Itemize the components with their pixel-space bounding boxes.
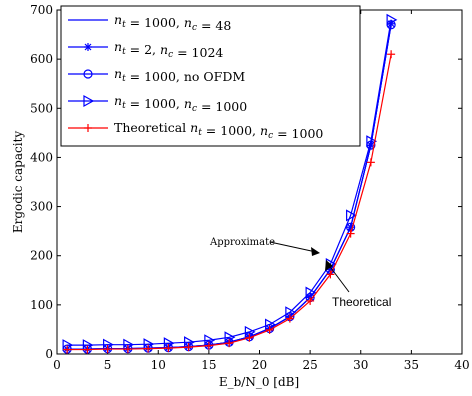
data-point	[285, 314, 294, 323]
legend-box	[60, 5, 361, 147]
data-point	[346, 229, 355, 238]
legend-entry: nt = 1000, nc = 48n_t = 1000, n_c = 48	[68, 12, 231, 33]
legend-marker	[84, 124, 92, 132]
data-point	[366, 158, 375, 167]
data-point	[387, 50, 396, 59]
y-tick-label: 400	[30, 150, 53, 164]
data-point	[225, 339, 234, 348]
annotation-theoretical: Theoretical	[325, 260, 391, 309]
data-point	[184, 343, 193, 352]
legend-marker	[84, 43, 92, 51]
data-point	[346, 209, 357, 222]
legend-label: Theoretical nt = 1000, nc = 1000Theoreti…	[114, 120, 323, 141]
x-tick-label: 20	[252, 358, 267, 372]
x-tick-label: 30	[353, 358, 368, 372]
series-line	[67, 19, 392, 346]
y-axis-label: Ergodic capacity	[11, 131, 25, 234]
data-point	[265, 325, 274, 334]
y-tick-label: 300	[30, 200, 53, 214]
x-tick-label: 35	[404, 358, 419, 372]
data-point	[306, 296, 315, 305]
y-tick-label: 700	[30, 3, 53, 17]
x-tick-label: 40	[454, 358, 469, 372]
data-point	[144, 344, 153, 353]
series-layer	[62, 13, 398, 354]
annotation-approximate-arrow	[269, 241, 317, 253]
x-tick-label: 15	[201, 358, 216, 372]
legend-marker	[83, 69, 93, 79]
x-tick-label: 5	[104, 358, 112, 372]
y-tick-label: 500	[30, 101, 53, 115]
legend-entry: Theoretical nt = 1000, nc = 1000Theoreti…	[68, 120, 323, 141]
y-tick-label: 0	[45, 347, 53, 361]
x-tick-label: 25	[302, 358, 317, 372]
y-tick-label: 100	[30, 298, 53, 312]
annotation-theoretical-label: Theoretical	[332, 295, 391, 309]
data-point	[83, 345, 92, 354]
data-point	[326, 270, 335, 279]
data-point	[103, 345, 112, 354]
annotation-approximate-label: Approximate	[209, 237, 275, 248]
legend-marker	[83, 94, 95, 108]
data-point	[164, 344, 173, 353]
annotation-theoretical-arrow	[327, 263, 350, 293]
annotation-theoretical-arrowhead	[325, 260, 333, 271]
annotation-approximate-arrowhead	[311, 247, 320, 256]
x-axis-label: E_b/N_0 [dB]	[219, 375, 299, 389]
data-point	[245, 333, 254, 342]
x-tick-label: 0	[53, 358, 61, 372]
annotation-approximate: Approximate	[209, 237, 320, 256]
legend-label: nt = 1000, nc = 1000n_t = 1000, n_c = 10…	[114, 93, 247, 114]
data-point	[305, 286, 317, 299]
data-point	[123, 345, 132, 354]
data-point	[63, 345, 72, 354]
y-tick-label: 200	[30, 249, 53, 263]
data-point	[386, 13, 398, 26]
x-tick-label: 10	[151, 358, 166, 372]
legend-entry: nt = 1000, nc = 1000n_t = 1000, n_c = 10…	[68, 93, 247, 114]
data-point	[204, 341, 213, 350]
legend-label: nt = 1000, nc = 48n_t = 1000, n_c = 48	[114, 12, 231, 33]
y-tick-label: 600	[30, 52, 53, 66]
legend: nt = 1000, nc = 48n_t = 1000, n_c = 48 nt…	[60, 5, 361, 147]
data-point	[366, 135, 378, 148]
series-5	[63, 50, 396, 354]
